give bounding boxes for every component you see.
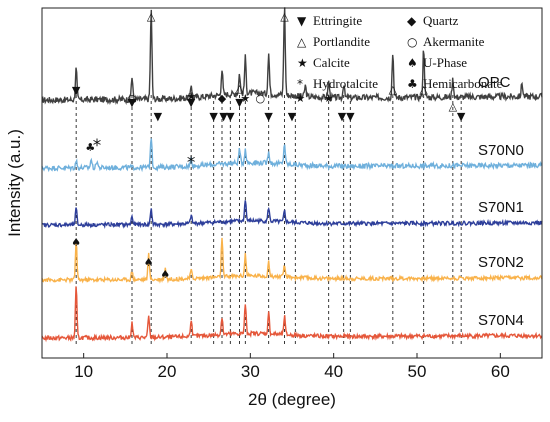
phase-marker: ▼ — [264, 110, 273, 123]
legend-label: U-Phase — [423, 55, 467, 70]
phase-marker: △ — [389, 83, 398, 96]
phase-marker: △ — [235, 82, 244, 95]
phase-marker: ▼ — [457, 110, 466, 123]
phase-marker: * — [93, 136, 102, 156]
legend-symbol: ♣ — [407, 77, 418, 91]
phase-marker: ★ — [240, 92, 250, 105]
plot-frame — [41, 7, 543, 359]
phase-marker: △ — [147, 10, 156, 23]
phase-markers: ▼○▼△▼★▼▼◆▼▼△★▼ ○▼△▼★ ★▼ ▼△ △△▼♣**♠♠♠ — [71, 10, 466, 281]
phase-marker: ▼ — [346, 110, 355, 123]
x-ticks: 10 20 30 40 50 60 — [74, 353, 510, 381]
legend-label: Quartz — [423, 13, 459, 28]
phase-marker: ▼ — [288, 110, 297, 123]
legend-symbol: ▼ — [297, 14, 307, 28]
phase-marker: △ — [280, 10, 289, 23]
y-axis-title: Intensity (a.u.) — [5, 129, 24, 237]
x-tick-label: 20 — [158, 362, 177, 381]
phase-marker: ○ — [127, 92, 137, 105]
legend-symbol: ★ — [297, 56, 308, 70]
x-tick-label: 60 — [491, 362, 510, 381]
phase-marker: ▼ — [154, 110, 163, 123]
phase-marker: ♠ — [71, 236, 81, 249]
legend-label: Hydrotalcite — [313, 76, 378, 91]
legend: ▼ Ettringite ◆ Quartz △ Portlandite ○ Akermanit… — [297, 13, 503, 91]
phase-marker: ♠ — [144, 256, 154, 269]
phase-marker: ◆ — [218, 92, 227, 105]
phase-marker: ♣ — [85, 141, 95, 154]
series-labels: OPC S70N0 S70N1 S70N2 S70N4 — [478, 74, 524, 329]
series-line-opc — [41, 7, 543, 106]
phase-marker: ▼ — [72, 84, 81, 97]
x-tick-label: 10 — [74, 362, 93, 381]
series-line-s70n4 — [41, 286, 543, 343]
phase-marker: ▼ — [219, 110, 228, 123]
phase-marker: ♠ — [160, 268, 170, 281]
phase-marker: ▼ — [338, 110, 347, 123]
phase-marker: △ — [449, 100, 458, 113]
series-line-s70n1 — [41, 200, 543, 229]
series-label-s70n2: S70N2 — [478, 254, 524, 271]
legend-symbol: △ — [297, 35, 307, 49]
phase-marker: ★ — [324, 92, 334, 105]
x-tick-label: 40 — [324, 362, 343, 381]
legend-label: Ettringite — [313, 13, 362, 28]
series-label-s70n4: S70N4 — [478, 312, 524, 329]
legend-label: Portlandite — [313, 34, 370, 49]
legend-label: Akermanite — [423, 34, 485, 49]
phase-marker: ★ — [186, 90, 196, 103]
legend-symbol: * — [297, 77, 303, 91]
legend-symbol: ◆ — [407, 14, 417, 28]
phase-marker: △ — [419, 83, 428, 96]
phase-marker: ▼ — [128, 96, 137, 109]
x-tick-label: 30 — [241, 362, 260, 381]
series-label-s70n1: S70N1 — [478, 199, 524, 216]
series-label-s70n0: S70N0 — [478, 142, 524, 159]
phase-marker: ○ — [256, 92, 266, 105]
phase-marker: ▼ — [226, 110, 235, 123]
x-tick-label: 50 — [408, 362, 427, 381]
x-axis-title: 2θ (degree) — [248, 390, 336, 409]
reference-lines — [75, 95, 462, 345]
legend-label: Calcite — [313, 55, 350, 70]
phase-marker: ★ — [295, 92, 305, 105]
phase-marker: ▼ — [209, 110, 218, 123]
phase-marker: ▼ — [187, 96, 196, 109]
legend-symbol: ○ — [407, 35, 417, 49]
phase-marker: ▼ — [235, 96, 244, 109]
phase-marker: * — [187, 153, 196, 173]
axes — [41, 7, 543, 359]
series-line-s70n2 — [41, 237, 543, 285]
series-group — [41, 7, 543, 343]
legend-label: Hemicarbonate — [423, 76, 503, 91]
series-line-s70n0 — [41, 138, 543, 173]
series-label-opc: OPC — [478, 74, 511, 91]
legend-symbol: ♠ — [407, 56, 418, 70]
